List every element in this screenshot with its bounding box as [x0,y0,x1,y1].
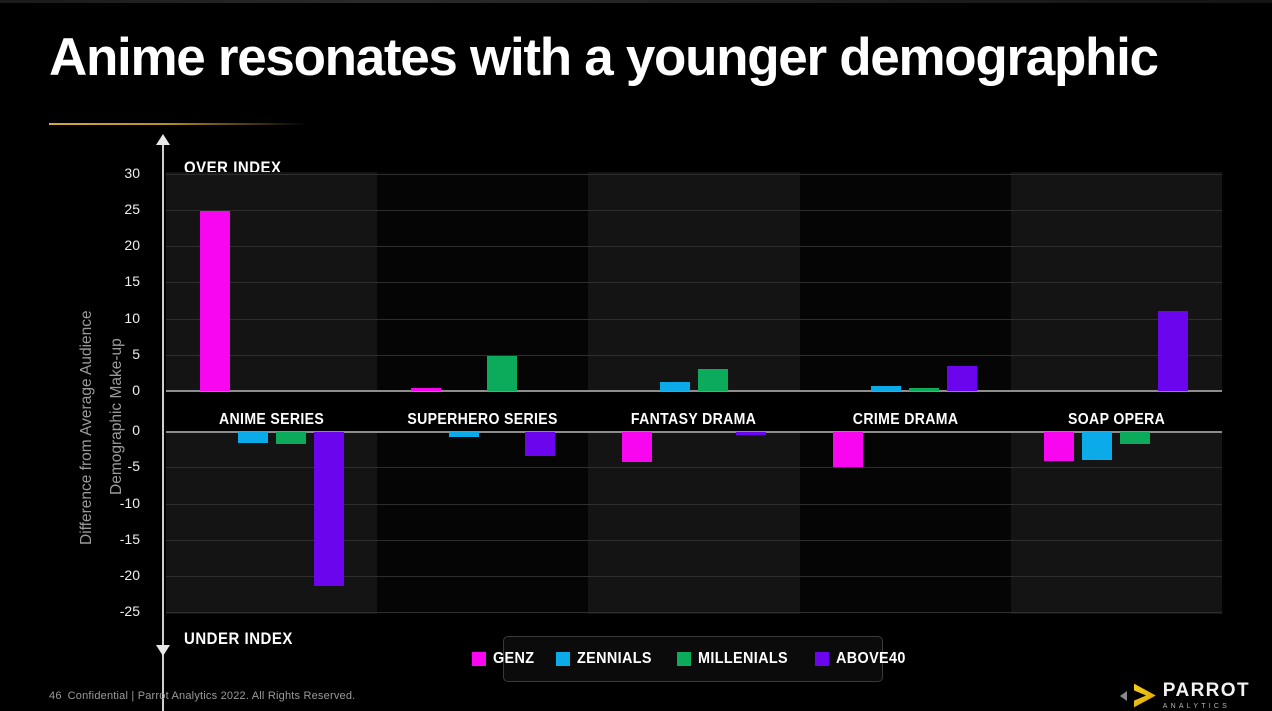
gridline [166,503,1222,505]
gridline [166,318,1222,320]
gridline [166,576,1222,577]
legend-swatch-icon [472,652,487,666]
bar-genz-superhero-series[interactable] [410,388,441,391]
bar-above40-crime-drama[interactable] [947,366,978,391]
legend-label: ZENNIALS [577,650,653,667]
under-index-arrow-icon [156,645,170,656]
zero-baseline [166,390,1222,392]
footer-text: Confidential | Parrot Analytics 2022. Al… [67,690,356,702]
y-tick-label: -5 [127,458,140,475]
plot-band [588,172,800,391]
y-tick-label: -25 [119,603,140,620]
gridline [166,539,1222,541]
bar-above40-superhero-series[interactable] [524,432,555,456]
category-label: CRIME DRAMA [852,411,958,428]
plot-area-positive [166,172,1222,392]
plot-band [1010,431,1222,614]
category-label: SUPERHERO SERIES [407,411,558,428]
bar-millenials-soap-opera[interactable] [1120,432,1151,444]
y-tick-label: 0 [132,382,140,398]
under-index-label: UNDER INDEX [184,629,293,648]
legend-item-above40[interactable]: ABOVE40 [815,650,914,668]
plot-area-negative [166,431,1222,614]
zero-baseline [166,431,1222,433]
legend-item-millenials[interactable]: MILLENIALS [677,650,798,668]
bar-above40-anime-series[interactable] [313,432,344,586]
gridline [166,173,1222,175]
logo-subtitle: ANALYTICS [1162,703,1230,710]
bar-zennials-fantasy-drama[interactable] [660,382,690,391]
y-tick-label: -20 [119,567,140,583]
gridline [166,246,1222,247]
legend-item-genz[interactable]: GENZ [472,650,539,668]
bar-genz-fantasy-drama[interactable] [622,432,652,463]
bar-zennials-soap-opera[interactable] [1082,432,1113,460]
plot-band [166,431,378,614]
legend-label: ABOVE40 [836,650,907,667]
parrot-chevron-icon [1133,683,1156,708]
y-tick-label: 0 [132,422,140,438]
over-index-arrow-icon [156,134,170,145]
bar-above40-fantasy-drama[interactable] [736,432,766,435]
plot-band [799,431,1011,614]
title-accent-rule [49,123,307,125]
plot-band [799,172,1011,391]
gridline [166,467,1222,469]
gridline [166,354,1222,356]
footer: 46 Confidential | Parrot Analytics 2022. … [49,690,355,702]
y-axis-caption-line1: Difference from Average Audience [78,310,95,545]
bar-genz-anime-series[interactable] [199,211,230,391]
bar-above40-soap-opera[interactable] [1158,311,1189,391]
y-tick-label: 30 [124,164,140,181]
y-tick-label: -15 [119,530,140,547]
page-title: Anime resonates with a younger demograph… [49,28,1159,87]
bar-zennials-superhero-series[interactable] [448,432,479,438]
bar-genz-soap-opera[interactable] [1044,432,1075,461]
bar-millenials-fantasy-drama[interactable] [698,368,728,391]
bar-zennials-crime-drama[interactable] [871,385,902,391]
y-axis-caption-line2: Demographic Make-up [108,338,125,495]
plot-band [377,172,589,391]
gridline [166,612,1222,614]
bar-genz-crime-drama[interactable] [833,432,864,467]
bar-zennials-anime-series[interactable] [237,432,268,443]
bar-millenials-anime-series[interactable] [275,432,306,445]
bar-millenials-superhero-series[interactable] [486,356,517,391]
top-divider [0,0,1272,3]
category-label: SOAP OPERA [1067,411,1165,428]
grouped-bar-chart: OVER INDEX UNDER INDEX 0 5 10 15 20 25 30 0 -5-… [0,132,1272,711]
legend-item-zennials[interactable]: ZENNIALS [556,650,660,668]
plot-band [377,431,589,614]
y-tick-label: 10 [124,309,140,326]
y-axis-line [162,142,164,711]
page-number: 46 [49,690,62,702]
chart-legend[interactable]: GENZ ZENNIALS MILLENIALS ABOVE40 [472,636,906,682]
plot-band [588,431,800,614]
gridline [166,282,1222,284]
y-tick-label: 5 [132,345,140,362]
y-tick-label: 25 [124,200,140,217]
caret-left-icon [1119,690,1127,701]
category-label: ANIME SERIES [219,411,325,428]
y-tick-label: -10 [119,494,140,511]
parrot-analytics-logo: PARROT ANALYTICS [1119,680,1250,710]
category-label: FANTASY DRAMA [631,411,757,428]
logo-wordmark: PARROT [1162,680,1250,701]
legend-swatch-icon [556,652,571,666]
y-tick-label: 20 [124,237,140,253]
gridline [166,209,1222,211]
legend-swatch-icon [815,652,830,666]
y-tick-label: 15 [124,273,140,290]
legend-label: MILLENIALS [698,650,789,667]
legend-swatch-icon [677,652,692,666]
bar-millenials-crime-drama[interactable] [909,388,940,391]
legend-label: GENZ [493,650,535,667]
